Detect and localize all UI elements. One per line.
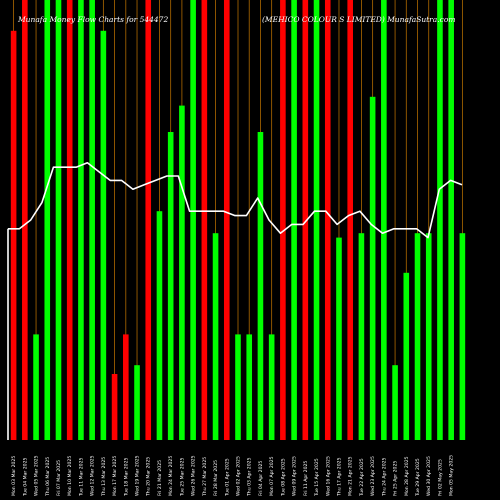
x-tick-label: Wed 02 Apr 2025 bbox=[236, 456, 242, 496]
x-tick-label: Thu 24 Apr 2025 bbox=[381, 457, 387, 497]
x-tick-label: Mon 24 Mar 2025 bbox=[168, 456, 174, 496]
bar bbox=[66, 0, 73, 440]
x-tick-label: Tue 25 Mar 2025 bbox=[179, 457, 185, 497]
x-tick-label: Mon 17 Mar 2025 bbox=[112, 456, 118, 496]
x-tick-label: Tue 01 Apr 2025 bbox=[224, 458, 230, 497]
bar bbox=[89, 0, 95, 440]
bar bbox=[414, 233, 421, 440]
bar bbox=[336, 237, 342, 440]
bar bbox=[425, 233, 432, 440]
x-tick-label: Mon 10 Mar 2025 bbox=[67, 456, 73, 496]
bar bbox=[324, 0, 331, 440]
bar bbox=[78, 0, 84, 440]
bar-layer bbox=[10, 0, 466, 441]
bar bbox=[403, 272, 410, 440]
bar bbox=[100, 30, 107, 441]
bar bbox=[268, 334, 275, 440]
bar bbox=[369, 96, 376, 441]
x-tick-label: Mon 21 Apr 2025 bbox=[348, 456, 354, 496]
bar bbox=[179, 105, 185, 440]
bar bbox=[437, 0, 443, 440]
bar bbox=[246, 334, 253, 440]
bar bbox=[291, 0, 297, 440]
x-tick-label: Fri 02 May 2025 bbox=[437, 459, 443, 496]
x-tick-label: Fri 11 Apr 2025 bbox=[303, 461, 309, 496]
line-layer bbox=[7, 162, 463, 440]
chart-title-right: (MEHICO COLOUR S LIMITED) MunafaSutra.co… bbox=[262, 15, 455, 24]
x-tick-label: Mon 05 May 2025 bbox=[449, 455, 455, 496]
x-tick-label: Wed 30 Apr 2025 bbox=[426, 456, 432, 496]
x-tick-label: Mon 07 Apr 2025 bbox=[269, 456, 275, 496]
bar bbox=[134, 365, 140, 440]
x-tick-label: Tue 08 Apr 2025 bbox=[280, 458, 286, 497]
bar bbox=[223, 0, 230, 440]
x-tick-label: Thu 13 Mar 2025 bbox=[101, 457, 107, 497]
tick-layer: Mon 03 Mar 2025 Tue 04 Mar 2025 Wed 05 Mar… bbox=[11, 455, 455, 497]
bar bbox=[280, 0, 286, 440]
bar bbox=[44, 0, 51, 440]
x-tick-label: Tue 04 Mar 2025 bbox=[22, 457, 28, 497]
x-tick-label: Wed 12 Mar 2025 bbox=[90, 455, 96, 496]
x-tick-label: Thu 20 Mar 2025 bbox=[146, 457, 152, 497]
x-tick-label: Thu 17 Apr 2025 bbox=[336, 457, 342, 497]
bar bbox=[381, 0, 387, 440]
x-tick-label: Wed 09 Apr 2025 bbox=[292, 456, 298, 496]
x-tick-label: Fri 07 Mar 2025 bbox=[56, 460, 62, 496]
bar bbox=[313, 0, 320, 440]
x-tick-label: Thu 06 Mar 2025 bbox=[45, 457, 51, 497]
x-tick-label: Thu 03 Apr 2025 bbox=[247, 457, 253, 497]
x-tick-label: Fri 28 Mar 2025 bbox=[213, 460, 219, 496]
bar bbox=[123, 334, 129, 440]
bar bbox=[212, 233, 219, 440]
bar bbox=[55, 0, 62, 440]
x-tick-label: Mon 03 Mar 2025 bbox=[11, 456, 17, 496]
x-tick-label: Wed 26 Mar 2025 bbox=[191, 455, 197, 496]
bar bbox=[190, 0, 196, 440]
bar bbox=[145, 0, 152, 440]
bar bbox=[459, 233, 466, 440]
bar bbox=[156, 211, 163, 440]
x-tick-label: Tue 18 Mar 2025 bbox=[123, 457, 129, 497]
x-tick-label: Fri 25 Apr 2025 bbox=[393, 461, 399, 496]
bar bbox=[201, 0, 208, 440]
x-tick-label: Tue 11 Mar 2025 bbox=[78, 457, 84, 497]
x-tick-label: Tue 22 Apr 2025 bbox=[359, 458, 365, 497]
bar bbox=[235, 334, 241, 440]
bar bbox=[392, 365, 398, 440]
chart-title-left: Munafa Money Flow Charts for 544472 bbox=[17, 15, 168, 24]
bar bbox=[111, 374, 118, 440]
bar bbox=[302, 0, 309, 440]
bar bbox=[257, 132, 264, 440]
bar bbox=[22, 0, 28, 440]
x-tick-label: Mon 28 Apr 2025 bbox=[404, 456, 410, 496]
bar bbox=[167, 132, 174, 440]
money-flow-line bbox=[8, 162, 463, 239]
bar bbox=[358, 233, 365, 440]
bar bbox=[33, 334, 39, 440]
x-tick-label: Fri 04 Apr 2025 bbox=[258, 461, 264, 496]
x-tick-label: Wed 05 Mar 2025 bbox=[34, 455, 40, 496]
bar bbox=[448, 0, 454, 440]
bar bbox=[347, 0, 353, 440]
x-tick-label: Tue 29 Apr 2025 bbox=[415, 458, 421, 497]
bar bbox=[10, 30, 17, 441]
x-tick-label: Fri 21 Mar 2025 bbox=[157, 460, 163, 496]
x-tick-label: Wed 23 Apr 2025 bbox=[370, 456, 376, 496]
x-tick-label: Wed 16 Apr 2025 bbox=[325, 456, 331, 496]
x-tick-label: Wed 19 Mar 2025 bbox=[135, 455, 141, 496]
x-tick-label: Tue 15 Apr 2025 bbox=[314, 458, 320, 497]
x-tick-label: Thu 27 Mar 2025 bbox=[202, 457, 208, 497]
